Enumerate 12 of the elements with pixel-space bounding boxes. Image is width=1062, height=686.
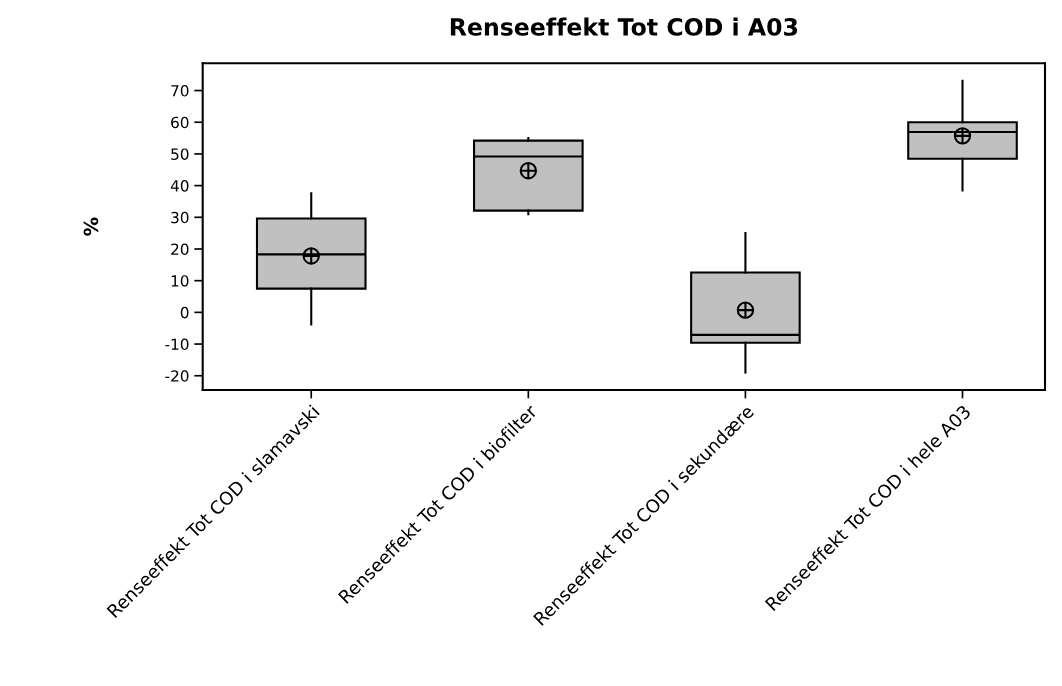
y-tick-label: 20 [171,243,189,256]
y-tick-label: 40 [170,180,189,192]
y-axis-title: % [83,217,99,236]
y-tick-label: 70 [171,85,189,97]
y-tick-label: 50 [171,148,189,160]
y-tick-label: 30 [171,211,189,224]
y-tick-label: 0 [180,306,189,319]
y-tick-label: -20 [165,370,189,382]
y-tick-label: 60 [171,116,189,129]
y-tick-label: 10 [171,275,189,287]
y-tick-label: -10 [165,338,189,351]
chart-title: Renseeffekt Tot COD i A03 [450,17,798,36]
